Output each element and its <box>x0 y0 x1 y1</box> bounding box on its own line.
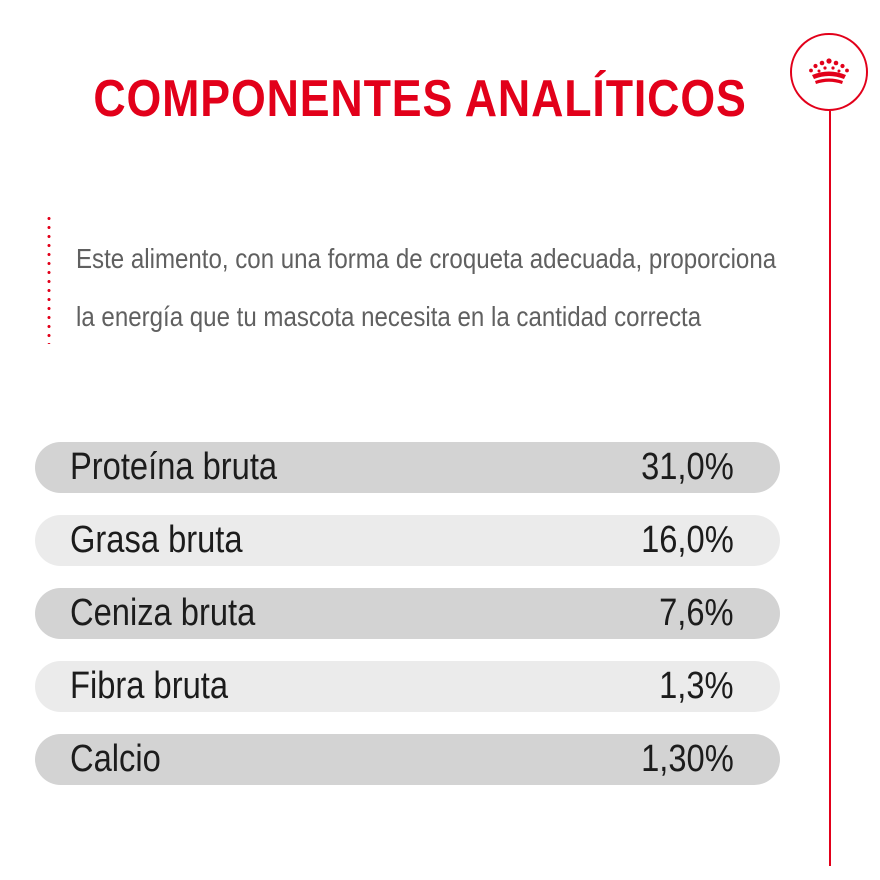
table-row: Fibra bruta 1,3% <box>35 661 780 712</box>
component-value: 16,0% <box>641 519 734 561</box>
component-label: Ceniza bruta <box>70 592 256 634</box>
analytical-components-table: Proteína bruta 31,0% Grasa bruta 16,0% C… <box>35 442 780 807</box>
component-label: Calcio <box>70 738 161 780</box>
component-label: Fibra bruta <box>70 665 229 707</box>
table-row: Proteína bruta 31,0% <box>35 442 780 493</box>
brand-logo <box>790 33 868 111</box>
component-value: 1,3% <box>659 665 734 707</box>
table-row: Grasa bruta 16,0% <box>35 515 780 566</box>
table-row: Calcio 1,30% <box>35 734 780 785</box>
component-label: Grasa bruta <box>70 519 243 561</box>
description-line-1: Este alimento, con una forma de croqueta… <box>76 243 777 274</box>
description: Este alimento, con una forma de croqueta… <box>76 230 781 346</box>
component-label: Proteína bruta <box>70 446 278 488</box>
table-row: Ceniza bruta 7,6% <box>35 588 780 639</box>
page-title: COMPONENTES ANALÍTICOS <box>93 69 747 128</box>
description-line-2: la energía que tu mascota necesita en la… <box>76 301 702 332</box>
component-value: 31,0% <box>641 446 734 488</box>
vertical-divider-line <box>829 111 831 866</box>
dotted-accent-line <box>47 214 51 344</box>
component-value: 7,6% <box>659 592 734 634</box>
component-value: 1,30% <box>641 738 734 780</box>
crown-icon <box>809 58 849 84</box>
